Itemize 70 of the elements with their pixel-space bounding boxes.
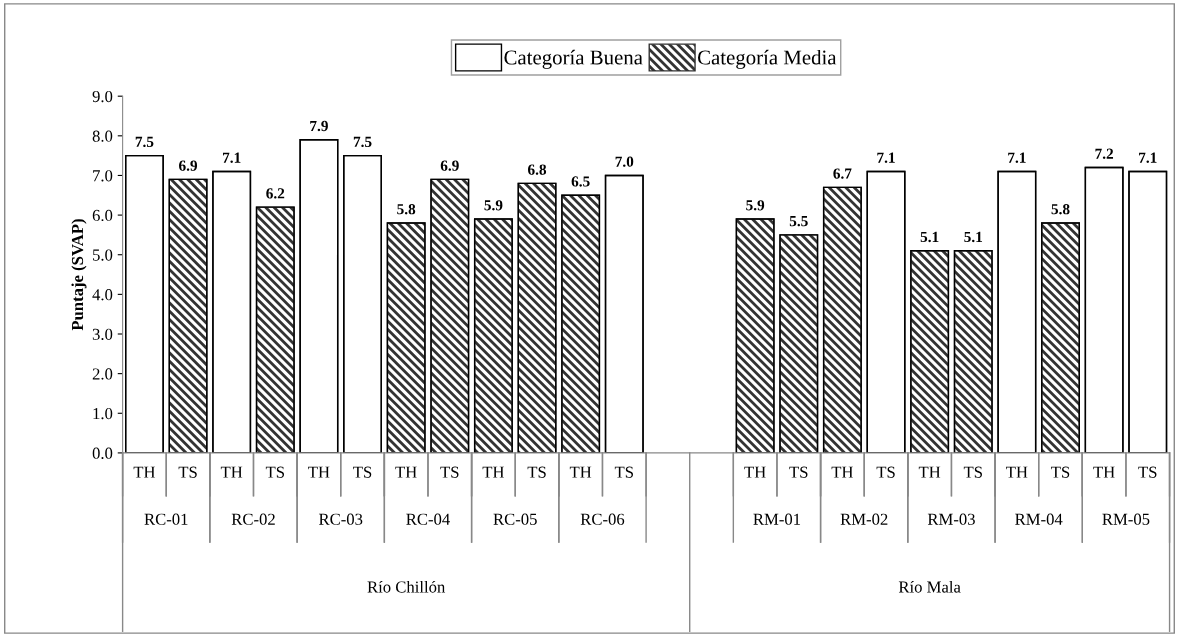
x-tick-label: TS: [178, 466, 197, 478]
y-tick-label: 0.0: [92, 447, 113, 459]
data-label: 5.8: [1051, 204, 1070, 215]
y-tick-label: 7.0: [93, 170, 113, 182]
data-label: 5.5: [789, 216, 808, 227]
x-tick-label: TH: [133, 466, 156, 478]
text: RC-01: [144, 513, 188, 525]
x-tick-label: TH: [308, 466, 330, 478]
data-label: 6.9: [179, 160, 198, 171]
x-tick-label: TH: [744, 466, 766, 478]
y-tick-label: 9.0: [92, 90, 113, 103]
y-tick-label: 3.0: [92, 328, 113, 341]
data-label: 7.1: [877, 152, 895, 163]
x-tick-label: TS: [963, 466, 982, 478]
x-tick-label: TH: [918, 466, 941, 478]
data-label: 6.2: [266, 188, 285, 199]
y-tick-label: 1.0: [93, 407, 113, 420]
data-label: 7.1: [223, 152, 241, 163]
x-tick-label: TS: [527, 466, 546, 478]
x-tick-label: TH: [1006, 466, 1028, 478]
data-label: 5.8: [397, 204, 416, 215]
text: RC-05: [493, 513, 537, 525]
legend-label: Categoría Buena: [504, 49, 643, 69]
x-tick-label: TS: [789, 466, 808, 478]
text: RM-01: [753, 513, 801, 525]
data-label: 5.9: [746, 200, 765, 211]
x-tick-label: TS: [1051, 466, 1070, 478]
text: Río Mala: [898, 580, 961, 593]
text: RM-02: [840, 513, 888, 525]
text: RM-04: [1015, 513, 1063, 525]
x-tick-label: TS: [440, 466, 459, 478]
data-label: 6.5: [571, 176, 590, 187]
text: RC-03: [318, 513, 363, 525]
y-tick-label: 2.0: [92, 368, 113, 380]
y-tick-label: 4.0: [92, 289, 113, 301]
text: RM-03: [927, 513, 975, 525]
x-tick-label: TS: [1138, 466, 1157, 478]
x-tick-label: TH: [482, 466, 505, 478]
data-label: 7.1: [1008, 152, 1026, 163]
y-tick-label: 8.0: [92, 130, 113, 142]
y-axis-title: Puntaje (SVAP): [71, 219, 87, 331]
data-label: 5.1: [920, 231, 939, 243]
text: RC-04: [406, 513, 450, 525]
data-label: 5.1: [964, 231, 983, 243]
data-label: 7.2: [1095, 148, 1114, 159]
data-label: 7.5: [353, 136, 372, 148]
x-tick-label: TH: [831, 466, 854, 478]
text: RC-06: [580, 513, 625, 525]
x-tick-label: TH: [220, 466, 243, 478]
y-tick-label: 5.0: [93, 249, 113, 261]
data-label: 6.9: [440, 160, 459, 171]
data-label: 7.1: [1139, 152, 1157, 163]
x-tick-label: TH: [1093, 466, 1115, 478]
text: Río Chillón: [367, 580, 446, 593]
legend-label: Categoría Media: [697, 49, 837, 69]
data-label: 7.0: [615, 156, 634, 167]
x-tick-label: TS: [614, 466, 633, 478]
data-label: 6.7: [833, 168, 852, 179]
x-tick-label: TH: [569, 466, 592, 478]
data-label: 7.5: [135, 136, 154, 148]
data-label: 7.9: [310, 120, 328, 132]
text: RM-05: [1102, 513, 1150, 525]
text: RC-02: [231, 513, 275, 525]
x-tick-label: TS: [876, 466, 895, 478]
y-tick-label: 6.0: [92, 209, 113, 222]
data-label: 6.8: [528, 164, 547, 175]
x-tick-label: TS: [265, 466, 284, 478]
x-tick-label: TS: [353, 466, 372, 478]
data-label: 5.9: [484, 200, 503, 211]
x-tick-label: TH: [395, 466, 417, 478]
